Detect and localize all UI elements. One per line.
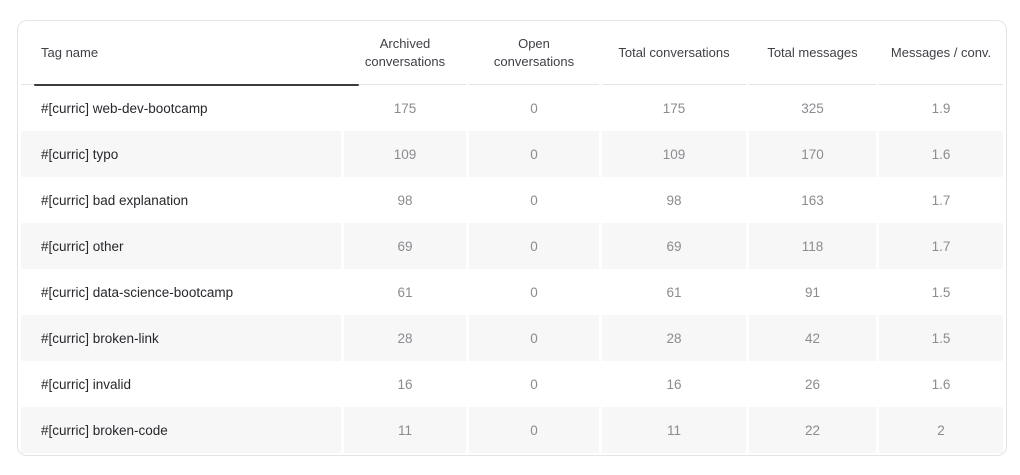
archived-conversations-cell: 61 bbox=[344, 269, 466, 315]
total-conversations-cell: 11 bbox=[602, 407, 746, 453]
messages-per-conv-cell: 1.7 bbox=[879, 177, 1003, 223]
messages-per-conv-cell: 1.5 bbox=[879, 269, 1003, 315]
column-header-open-conversations[interactable]: Open conversations bbox=[469, 21, 599, 85]
messages-per-conv-cell: 2 bbox=[879, 407, 1003, 453]
tags-report-card: Tag name Archived conversations Open con… bbox=[17, 20, 1007, 456]
total-conversations-cell: 109 bbox=[602, 131, 746, 177]
total-messages-cell: 118 bbox=[749, 223, 876, 269]
total-conversations-cell: 98 bbox=[602, 177, 746, 223]
messages-per-conv-cell: 1.6 bbox=[879, 131, 1003, 177]
tag-name-cell: #[curric] other bbox=[21, 223, 341, 269]
messages-per-conv-cell: 1.9 bbox=[879, 85, 1003, 131]
archived-conversations-cell: 11 bbox=[344, 407, 466, 453]
total-messages-cell: 42 bbox=[749, 315, 876, 361]
open-conversations-cell: 0 bbox=[469, 407, 599, 453]
total-messages-cell: 170 bbox=[749, 131, 876, 177]
table-row[interactable]: #[curric] bad explanation 98 0 98 163 1.… bbox=[21, 177, 1003, 223]
open-conversations-cell: 0 bbox=[469, 85, 599, 131]
archived-conversations-cell: 16 bbox=[344, 361, 466, 407]
archived-conversations-cell: 109 bbox=[344, 131, 466, 177]
tag-name-cell: #[curric] bad explanation bbox=[21, 177, 341, 223]
open-conversations-cell: 0 bbox=[469, 361, 599, 407]
messages-per-conv-cell: 1.5 bbox=[879, 315, 1003, 361]
table-body: #[curric] web-dev-bootcamp 175 0 175 325… bbox=[21, 85, 1003, 453]
tag-name-cell: #[curric] broken-code bbox=[21, 407, 341, 453]
column-header-tag-name[interactable]: Tag name bbox=[21, 21, 341, 85]
total-messages-cell: 163 bbox=[749, 177, 876, 223]
column-header-total-messages[interactable]: Total messages bbox=[749, 21, 876, 85]
tag-name-cell: #[curric] broken-link bbox=[21, 315, 341, 361]
table-header: Tag name Archived conversations Open con… bbox=[21, 21, 1003, 85]
archived-conversations-cell: 69 bbox=[344, 223, 466, 269]
table-row[interactable]: #[curric] data-science-bootcamp 61 0 61 … bbox=[21, 269, 1003, 315]
total-conversations-cell: 61 bbox=[602, 269, 746, 315]
messages-per-conv-cell: 1.7 bbox=[879, 223, 1003, 269]
column-header-archived-conversations[interactable]: Archived conversations bbox=[344, 21, 466, 85]
open-conversations-cell: 0 bbox=[469, 315, 599, 361]
column-header-total-conversations[interactable]: Total conversations bbox=[602, 21, 746, 85]
open-conversations-cell: 0 bbox=[469, 223, 599, 269]
active-column-underline bbox=[34, 84, 359, 86]
archived-conversations-cell: 175 bbox=[344, 85, 466, 131]
table-row[interactable]: #[curric] invalid 16 0 16 26 1.6 bbox=[21, 361, 1003, 407]
open-conversations-cell: 0 bbox=[469, 131, 599, 177]
tag-name-cell: #[curric] typo bbox=[21, 131, 341, 177]
table-row[interactable]: #[curric] broken-code 11 0 11 22 2 bbox=[21, 407, 1003, 453]
table-row[interactable]: #[curric] broken-link 28 0 28 42 1.5 bbox=[21, 315, 1003, 361]
tag-name-cell: #[curric] data-science-bootcamp bbox=[21, 269, 341, 315]
total-messages-cell: 26 bbox=[749, 361, 876, 407]
archived-conversations-cell: 28 bbox=[344, 315, 466, 361]
archived-conversations-cell: 98 bbox=[344, 177, 466, 223]
table-row[interactable]: #[curric] other 69 0 69 118 1.7 bbox=[21, 223, 1003, 269]
total-messages-cell: 325 bbox=[749, 85, 876, 131]
total-messages-cell: 22 bbox=[749, 407, 876, 453]
tag-name-cell: #[curric] invalid bbox=[21, 361, 341, 407]
messages-per-conv-cell: 1.6 bbox=[879, 361, 1003, 407]
open-conversations-cell: 0 bbox=[469, 177, 599, 223]
total-conversations-cell: 28 bbox=[602, 315, 746, 361]
tag-name-cell: #[curric] web-dev-bootcamp bbox=[21, 85, 341, 131]
column-header-messages-per-conv[interactable]: Messages / conv. bbox=[879, 21, 1003, 85]
open-conversations-cell: 0 bbox=[469, 269, 599, 315]
total-conversations-cell: 175 bbox=[602, 85, 746, 131]
table-row[interactable]: #[curric] typo 109 0 109 170 1.6 bbox=[21, 131, 1003, 177]
header-row: Tag name Archived conversations Open con… bbox=[21, 21, 1003, 85]
total-conversations-cell: 16 bbox=[602, 361, 746, 407]
table-row[interactable]: #[curric] web-dev-bootcamp 175 0 175 325… bbox=[21, 85, 1003, 131]
tags-report-table: Tag name Archived conversations Open con… bbox=[18, 21, 1006, 453]
total-conversations-cell: 69 bbox=[602, 223, 746, 269]
total-messages-cell: 91 bbox=[749, 269, 876, 315]
